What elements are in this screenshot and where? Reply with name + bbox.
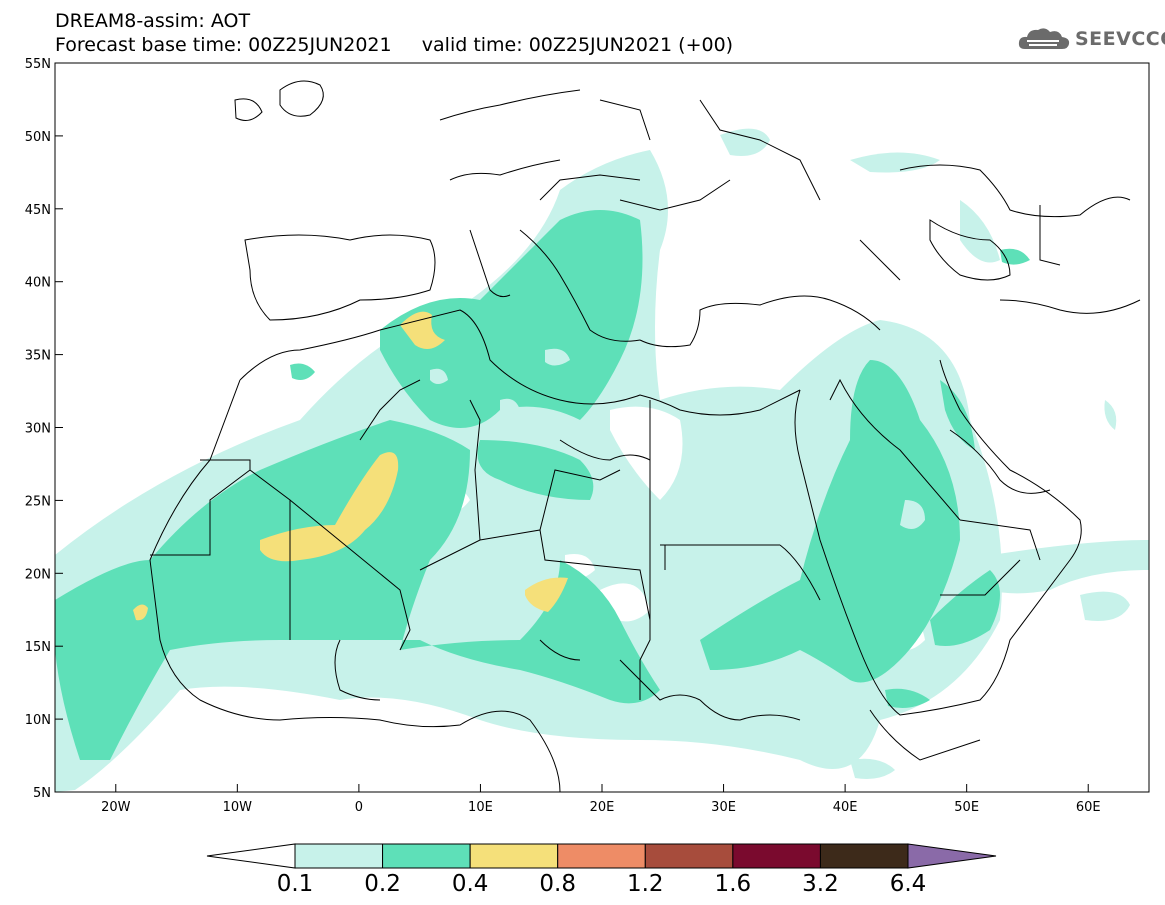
colorbar-level-label: 1.6 bbox=[714, 871, 752, 897]
lat-tick-label: 55N bbox=[25, 57, 51, 72]
map-title: DREAM8-assim: AOT bbox=[55, 10, 251, 32]
aot-holes-light bbox=[430, 348, 925, 529]
colorbar-swatch bbox=[732, 843, 821, 869]
colorbar-level-label: 0.2 bbox=[364, 871, 401, 897]
lon-tick-label: 60E bbox=[1076, 800, 1101, 815]
colorbar-swatch bbox=[382, 843, 471, 869]
colorbar-level-label: 0.1 bbox=[276, 871, 314, 897]
aot-band-0.4-0.8 bbox=[133, 311, 568, 621]
lat-tick-label: 50N bbox=[25, 130, 51, 145]
lon-tick-label: 40E bbox=[833, 800, 858, 815]
lon-tick-label: 10E bbox=[468, 800, 493, 815]
colorbar-level-label: 6.4 bbox=[889, 871, 927, 897]
logo-text: SEEVCCC bbox=[1075, 28, 1165, 50]
longitude-ticks: 20W 10W 0 10E 20E 30E 40E 50E 60E bbox=[101, 784, 1101, 815]
lon-tick-label: 10W bbox=[223, 800, 253, 815]
colorbar-swatch bbox=[819, 843, 909, 869]
lat-tick-label: 35N bbox=[25, 349, 51, 364]
colorbar-swatch bbox=[294, 843, 384, 869]
latitude-ticks: 55N 50N 45N 40N 35N 30N 25N 20N 15N 10N 5N bbox=[25, 57, 63, 801]
lon-tick-label: 50E bbox=[954, 800, 979, 815]
aot-band-0.2-0.4 bbox=[55, 210, 1030, 760]
lat-tick-label: 5N bbox=[33, 786, 51, 801]
lat-tick-label: 40N bbox=[25, 276, 51, 291]
lon-tick-label: 20W bbox=[101, 800, 131, 815]
lat-tick-label: 25N bbox=[25, 494, 51, 509]
seevccc-logo: SEEVCCC bbox=[1017, 22, 1165, 56]
cloud-icon bbox=[1018, 28, 1070, 49]
lat-tick-label: 20N bbox=[25, 567, 51, 582]
lat-tick-label: 15N bbox=[25, 640, 51, 655]
aot-field bbox=[55, 128, 1149, 792]
lat-tick-label: 30N bbox=[25, 422, 51, 437]
colorbar-swatch bbox=[644, 843, 734, 869]
colorbar-low-arrow bbox=[206, 843, 296, 869]
colorbar-level-label: 1.2 bbox=[626, 871, 664, 897]
coastlines-borders bbox=[149, 80, 1141, 792]
lat-tick-label: 45N bbox=[25, 203, 51, 218]
colorbar-high-arrow bbox=[907, 843, 997, 869]
colorbar-swatch bbox=[469, 843, 559, 869]
colorbar-level-label: 3.2 bbox=[802, 871, 839, 897]
aot-colorbar bbox=[206, 843, 997, 869]
lat-tick-label: 10N bbox=[25, 713, 51, 728]
colorbar-swatch bbox=[557, 843, 646, 869]
lon-tick-label: 30E bbox=[711, 800, 736, 815]
lon-tick-label: 0 bbox=[355, 800, 363, 815]
colorbar-level-label: 0.4 bbox=[451, 871, 489, 897]
forecast-times: Forecast base time: 00Z25JUN2021 valid t… bbox=[55, 34, 734, 56]
colorbar-level-label: 0.8 bbox=[539, 871, 576, 897]
lon-tick-label: 20E bbox=[590, 800, 615, 815]
